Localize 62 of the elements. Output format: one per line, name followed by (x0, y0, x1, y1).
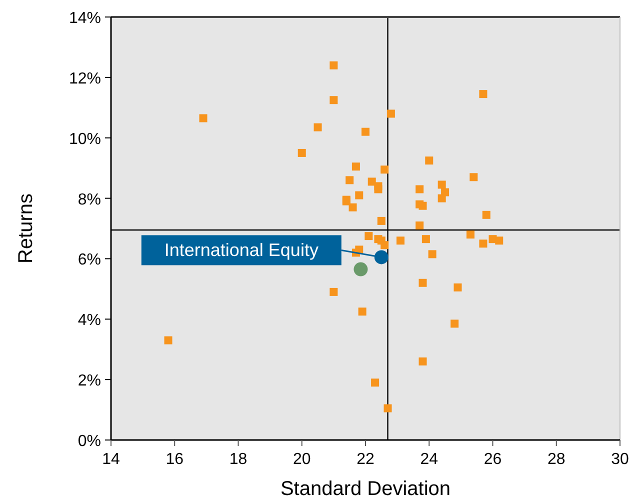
point (355, 191, 364, 200)
point (418, 357, 427, 366)
point (371, 378, 380, 387)
point (479, 240, 488, 248)
point (298, 148, 306, 157)
point (438, 194, 446, 202)
x-tick-label: 24 (420, 451, 438, 468)
point (416, 221, 424, 230)
x-tick-label: 26 (484, 451, 502, 468)
point (374, 185, 382, 194)
y-tick-label: 6% (78, 252, 101, 269)
point (428, 250, 436, 258)
point (482, 210, 490, 219)
y-tick-label: 12% (68, 70, 101, 88)
point (330, 61, 338, 70)
point (380, 166, 389, 174)
point (377, 216, 386, 225)
point (330, 96, 338, 104)
x-tick-label: 28 (547, 451, 566, 468)
point (346, 176, 354, 184)
point (425, 156, 434, 165)
x-tick-label: 16 (166, 451, 184, 468)
point (416, 185, 424, 194)
x-tick-label: 22 (356, 451, 374, 468)
point (348, 203, 357, 212)
x-tick-label: 30 (611, 451, 629, 468)
y-tick-label: 8% (78, 191, 101, 208)
point (396, 236, 404, 245)
point (418, 278, 427, 287)
y-tick-label: 4% (78, 312, 101, 330)
y-tick-label: 14% (68, 10, 101, 27)
point (479, 90, 488, 98)
point (450, 320, 459, 328)
point (354, 262, 368, 276)
point (386, 110, 395, 118)
point (358, 308, 366, 316)
point (352, 162, 360, 171)
point (422, 235, 430, 244)
legend-label: International Equity (164, 240, 318, 260)
y-tick-label: 10% (68, 130, 101, 148)
point (384, 404, 392, 412)
point (164, 336, 172, 344)
point (374, 250, 388, 264)
point (364, 232, 373, 240)
point (495, 236, 504, 245)
point (454, 283, 462, 292)
y-tick-label: 2% (78, 372, 101, 390)
point (470, 173, 478, 182)
y-tick-label: 0% (78, 433, 101, 450)
point (466, 230, 474, 239)
x-axis-title: Standard Deviation (280, 478, 451, 500)
point (362, 128, 370, 136)
y-axis-title: Returns (15, 193, 37, 264)
point (380, 241, 389, 250)
x-tick-label: 14 (102, 451, 120, 468)
x-tick-label: 20 (292, 451, 311, 468)
point (314, 123, 322, 132)
point (199, 114, 208, 122)
point (418, 202, 427, 210)
x-tick-label: 18 (229, 451, 248, 468)
point (330, 288, 338, 296)
point (438, 180, 446, 189)
